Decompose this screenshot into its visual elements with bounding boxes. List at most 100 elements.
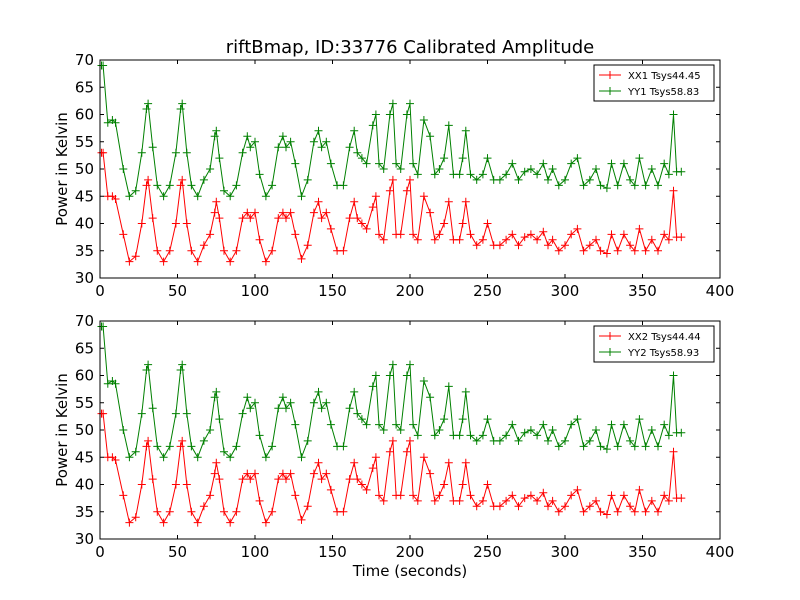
data-point <box>596 507 605 516</box>
data-point <box>647 165 656 173</box>
data-point <box>159 518 168 527</box>
data-point <box>368 203 377 212</box>
data-point <box>669 110 678 119</box>
data-point <box>458 219 467 228</box>
data-point <box>282 475 290 484</box>
data-point <box>255 496 264 505</box>
data-point <box>520 233 529 242</box>
data-point <box>626 175 635 184</box>
data-point <box>350 387 359 396</box>
data-point <box>176 105 185 113</box>
data-point <box>660 159 669 168</box>
x-tick-label: 300 <box>551 543 580 561</box>
data-point <box>461 458 470 467</box>
data-point <box>345 475 354 484</box>
data-point <box>379 235 388 244</box>
x-tick-label: 200 <box>396 282 425 300</box>
data-point <box>148 404 157 413</box>
data-point <box>255 235 264 244</box>
data-point <box>396 165 405 173</box>
data-point <box>426 393 435 402</box>
data-point <box>677 167 686 176</box>
data-point <box>544 502 552 511</box>
data-point <box>314 197 323 206</box>
data-point <box>596 246 605 255</box>
data-point <box>409 159 418 168</box>
data-point <box>193 257 202 266</box>
data-point <box>613 181 622 190</box>
data-point <box>508 491 517 500</box>
data-point <box>187 442 196 451</box>
data-point <box>193 453 202 462</box>
y-tick-label: 60 <box>75 106 94 124</box>
data-point <box>483 154 492 163</box>
legend-label: YY1 Tsys58.83 <box>627 87 699 98</box>
data-point <box>178 175 187 184</box>
data-point <box>371 453 380 462</box>
data-point <box>286 469 295 478</box>
data-point <box>251 208 259 217</box>
data-point <box>278 469 287 478</box>
x-tick-label: 0 <box>95 543 105 561</box>
data-point <box>345 404 354 413</box>
data-point <box>322 398 331 407</box>
data-point <box>368 464 377 473</box>
data-point <box>131 186 140 195</box>
data-point <box>159 257 168 266</box>
data-point <box>255 170 264 179</box>
data-point <box>567 230 576 239</box>
data-point <box>379 165 388 173</box>
data-point <box>402 447 411 456</box>
data-point <box>478 170 487 179</box>
data-point <box>215 214 224 223</box>
data-point <box>619 491 628 500</box>
data-point <box>548 496 557 505</box>
data-point <box>362 485 371 494</box>
data-point <box>243 393 252 402</box>
data-point <box>461 387 470 396</box>
data-point <box>246 404 255 413</box>
data-point <box>641 181 650 190</box>
data-point <box>495 241 504 250</box>
data-point <box>339 442 348 451</box>
y-tick-label: 35 <box>75 242 94 260</box>
data-point <box>514 241 523 250</box>
data-point <box>579 181 588 190</box>
data-point <box>664 431 673 440</box>
data-point <box>286 137 295 146</box>
data-point <box>238 148 247 157</box>
data-point <box>592 235 600 244</box>
x-tick-label: 200 <box>396 543 425 561</box>
data-point <box>458 154 467 163</box>
data-point <box>455 235 464 244</box>
data-point <box>526 426 535 434</box>
y-tick-label: 40 <box>75 476 94 494</box>
data-point <box>309 137 318 146</box>
data-point <box>165 181 174 190</box>
data-point <box>585 175 594 184</box>
data-point <box>508 230 517 239</box>
data-point <box>613 507 622 516</box>
data-point <box>419 116 428 124</box>
data-point <box>261 518 270 527</box>
data-point <box>339 246 348 255</box>
data-point <box>193 192 202 201</box>
data-point <box>430 170 439 179</box>
data-point <box>396 230 405 239</box>
data-point <box>176 181 185 190</box>
data-point <box>402 186 411 195</box>
data-point <box>137 219 146 228</box>
x-tick-label: 250 <box>473 282 502 300</box>
data-point <box>368 382 377 391</box>
data-point <box>502 170 511 179</box>
x-axis-label: Time (seconds) <box>352 562 468 580</box>
data-point <box>647 496 656 505</box>
legend <box>593 325 715 363</box>
data-point <box>274 143 283 152</box>
data-point <box>246 214 255 223</box>
y-tick-label: 50 <box>75 160 94 178</box>
data-point <box>539 488 548 497</box>
data-point <box>182 148 191 157</box>
data-point <box>187 181 196 190</box>
